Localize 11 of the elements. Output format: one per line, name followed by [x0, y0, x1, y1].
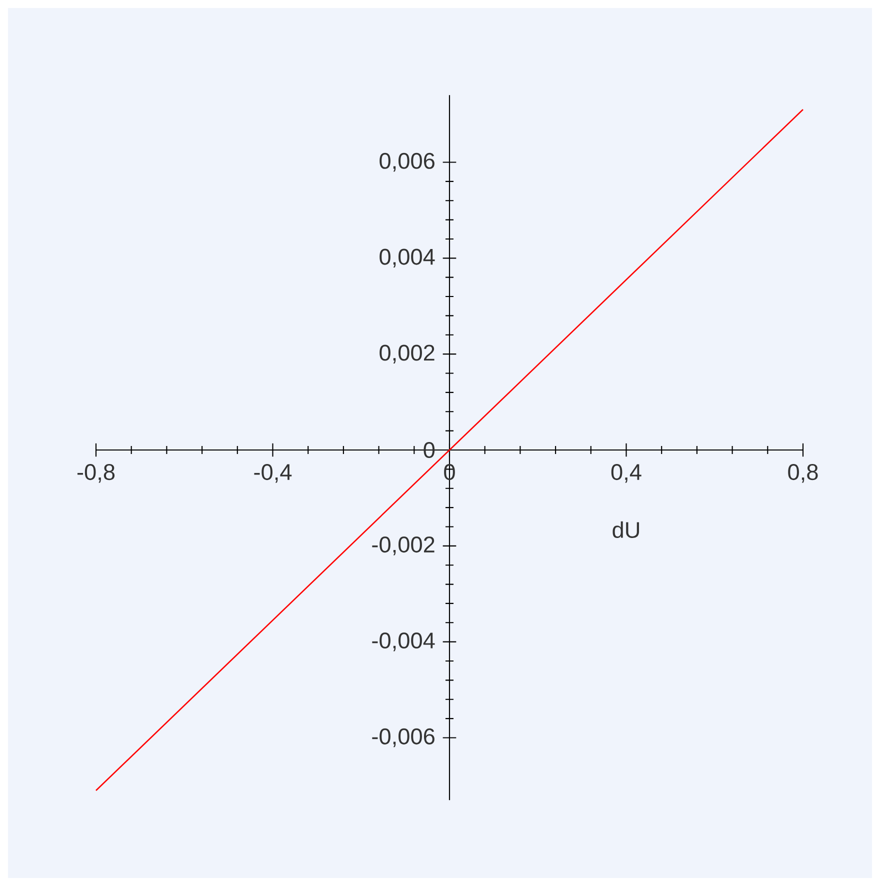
x-tick-label: 0,8 [788, 464, 818, 483]
y-tick-label: -0,002 [372, 536, 434, 556]
y-tick-label: 0,006 [380, 152, 434, 172]
x-tick-label: 0,4 [611, 464, 642, 483]
y-tick-label: 0,002 [380, 344, 434, 364]
y-tick-label: -0,004 [372, 632, 435, 652]
y-tick-label: 0,004 [380, 248, 435, 268]
x-tick-label: -0,8 [77, 464, 115, 483]
y-tick-label: -0,006 [372, 728, 434, 748]
x-tick-label: -0,4 [254, 464, 292, 483]
x-axis-title: dU [612, 521, 639, 538]
